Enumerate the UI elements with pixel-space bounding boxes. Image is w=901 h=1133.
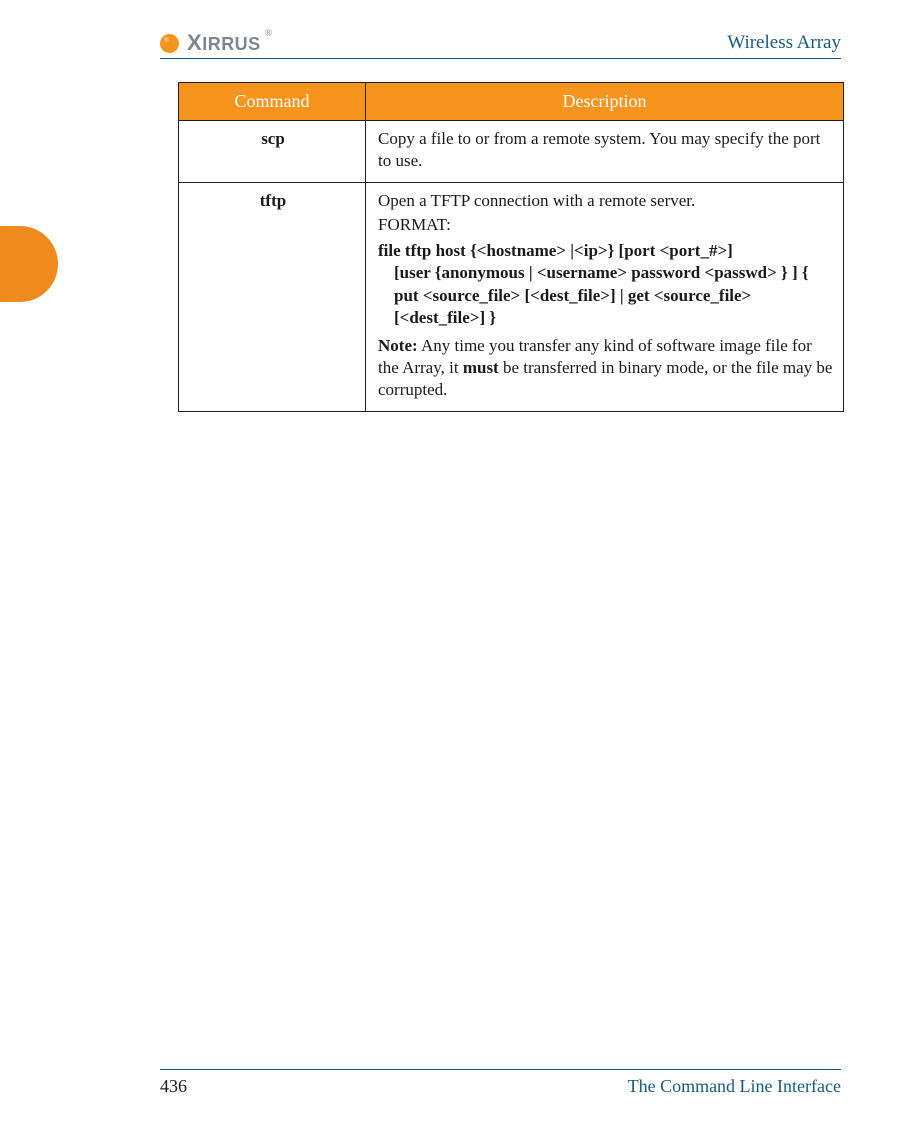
desc-scp: Copy a file to or from a remote system. … [366,121,844,183]
note-bold: must [463,358,499,377]
side-tab-icon [0,226,58,302]
command-table-wrap: Command Description scp Copy a file to o… [178,82,844,412]
page-header: XIRRUS ® Wireless Array [160,22,841,59]
page-footer: 436 The Command Line Interface [160,1069,841,1097]
table-header-row: Command Description [179,83,844,121]
footer-section: The Command Line Interface [628,1076,841,1097]
brand-name: XIRRUS [187,30,261,56]
page-number: 436 [160,1076,187,1097]
brand-logo: XIRRUS ® [160,30,272,56]
cmd-tftp: tftp [179,183,366,412]
command-table: Command Description scp Copy a file to o… [178,82,844,412]
col-header-command: Command [179,83,366,121]
desc-intro: Open a TFTP connection with a remote ser… [378,190,833,212]
format-label: FORMAT: [378,214,833,236]
registered-mark: ® [265,28,273,39]
note-block: Note: Any time you transfer any kind of … [378,335,833,401]
header-title: Wireless Array [727,32,841,54]
col-header-description: Description [366,83,844,121]
page: XIRRUS ® Wireless Array Command Descript… [0,0,901,1133]
syntax-line: [user {anonymous | <username> password <… [382,262,833,328]
table-row: tftp Open a TFTP connection with a remot… [179,183,844,412]
syntax-block: file tftp host {<hostname> |<ip>} [port … [378,240,833,328]
desc-text: Copy a file to or from a remote system. … [378,128,833,172]
cmd-scp: scp [179,121,366,183]
syntax-line: file tftp host {<hostname> |<ip>} [port … [378,241,733,260]
logo-dot-icon [160,34,179,53]
note-lead: Note: [378,336,418,355]
table-row: scp Copy a file to or from a remote syst… [179,121,844,183]
desc-tftp: Open a TFTP connection with a remote ser… [366,183,844,412]
